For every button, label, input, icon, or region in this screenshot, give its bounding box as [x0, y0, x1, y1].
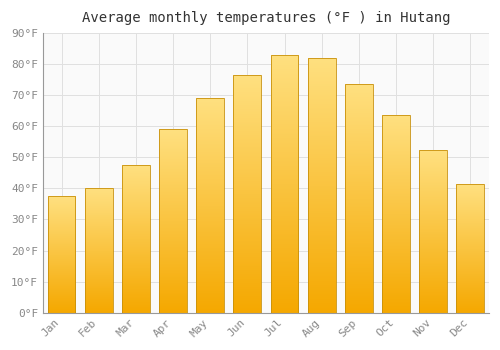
- Bar: [234, 75, 262, 313]
- Bar: [122, 165, 150, 313]
- Bar: [456, 184, 484, 313]
- Bar: [196, 98, 224, 313]
- Title: Average monthly temperatures (°F ) in Hutang: Average monthly temperatures (°F ) in Hu…: [82, 11, 450, 25]
- Bar: [270, 55, 298, 313]
- Bar: [308, 58, 336, 313]
- Bar: [382, 116, 410, 313]
- Bar: [85, 188, 112, 313]
- Bar: [159, 130, 187, 313]
- Bar: [419, 150, 447, 313]
- Bar: [345, 84, 373, 313]
- Bar: [48, 196, 76, 313]
